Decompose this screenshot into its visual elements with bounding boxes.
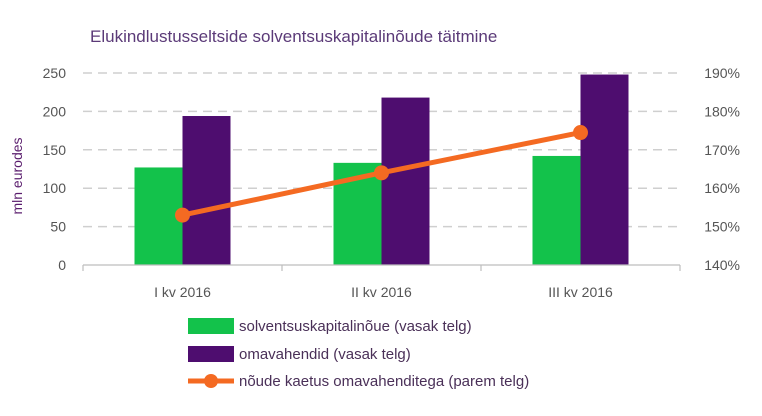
line-point (374, 165, 389, 181)
x-tick-label: I kv 2016 (154, 284, 211, 300)
chart-title: Elukindlustusseltside solventsuskapitali… (90, 27, 497, 46)
y-tick-label: 100 (43, 180, 67, 196)
y-tick-label: 150 (43, 142, 67, 158)
x-tick-label: II kv 2016 (351, 284, 412, 300)
bar (182, 116, 231, 266)
y-axis-label: mln eurodes (9, 137, 25, 214)
legend-label: omavahendid (vasak telg) (239, 346, 411, 363)
y2-tick-label: 150% (704, 219, 740, 235)
bar (580, 74, 629, 265)
bar (532, 155, 581, 265)
line-point (573, 125, 588, 141)
y-tick-label: 50 (50, 219, 66, 235)
y2-tick-label: 160% (704, 180, 740, 196)
line-point (175, 207, 190, 223)
y2-tick-label: 190% (704, 65, 740, 81)
legend: solventsuskapitalinõue (vasak telg) omava… (188, 318, 529, 390)
y2-tick-label: 140% (704, 257, 740, 273)
bar (381, 97, 430, 266)
legend-label: solventsuskapitalinõue (vasak telg) (239, 318, 472, 335)
y-tick-label: 0 (58, 257, 66, 273)
axes: 0 50 100 150 200 250 140% 150% 160% 170% 180% 190% I… (43, 65, 740, 300)
x-tick-label: III kv 2016 (548, 284, 613, 300)
y2-tick-label: 170% (704, 142, 740, 158)
bars (134, 74, 629, 266)
coverage-line (175, 125, 588, 223)
legend-label: nõude kaetus omavahenditega (parem telg) (239, 373, 529, 390)
legend-swatch (188, 318, 234, 334)
y-tick-label: 200 (43, 103, 67, 119)
legend-swatch (188, 346, 234, 362)
bar (134, 167, 183, 265)
y2-tick-label: 180% (704, 103, 740, 119)
y-tick-label: 250 (43, 65, 67, 81)
legend-swatch-point (204, 374, 218, 388)
